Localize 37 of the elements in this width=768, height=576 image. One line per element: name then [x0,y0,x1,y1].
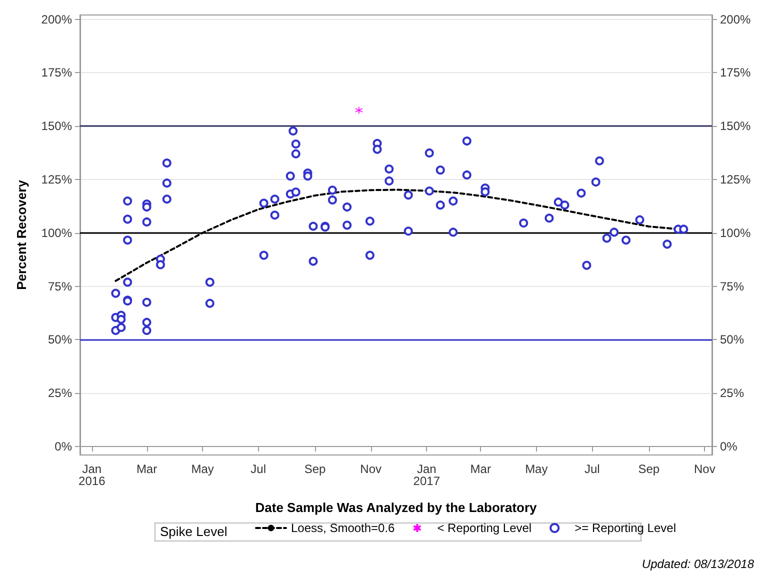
x-tick-label: Sep [638,462,660,476]
x-tick-label: Sep [304,462,326,476]
x-tick-label: May [525,462,548,476]
x-tick-label: Nov [360,462,382,476]
y2-tick-label: 175% [720,66,752,80]
legend-label: < Reporting Level [437,521,532,535]
x-tick-label: Mar [470,462,491,476]
x-tick-label: Jul [250,462,266,476]
y2-tick-label: 0% [720,439,738,454]
legend-label: >= Reporting Level [574,521,676,535]
y-tick-label: 25% [48,386,72,400]
y2-tick-label: 100% [720,226,752,240]
y-tick-label: 175% [41,66,72,80]
y-tick-label: 200% [41,12,72,26]
x-tick-label: Jul [584,462,600,476]
legend-label: Loess, Smooth=0.6 [291,521,396,535]
y2-tick-label: 25% [720,386,744,400]
y2-tick-label: 200% [720,12,752,26]
y-axis-title: Percent Recovery [14,179,29,290]
y2-tick-label: 50% [720,332,744,347]
y2-tick-label: 125% [720,172,752,186]
y-tick-label: 75% [48,279,72,294]
x-axis-title: Date Sample Was Analyzed by the Laboratory [255,500,538,515]
y2-tick-label: 150% [720,119,752,134]
y-tick-label: 150% [41,119,72,134]
x-tick-label: Jan 2016 [78,462,106,488]
y2-tick-label: 75% [720,279,744,294]
y-tick-label: 100% [41,226,72,240]
y-tick-label: 0% [54,439,72,454]
y-tick-label: 125% [41,172,72,186]
x-tick-label: Mar [136,462,158,476]
y-tick-label: 50% [48,332,72,347]
text: Updated: 08/13/2018 [642,557,754,571]
x-tick-label: Nov [694,462,716,476]
x-tick-label: Jan 2017 [413,462,440,488]
legend-title: Spike Level [160,524,228,539]
x-tick-label: May [191,462,214,476]
